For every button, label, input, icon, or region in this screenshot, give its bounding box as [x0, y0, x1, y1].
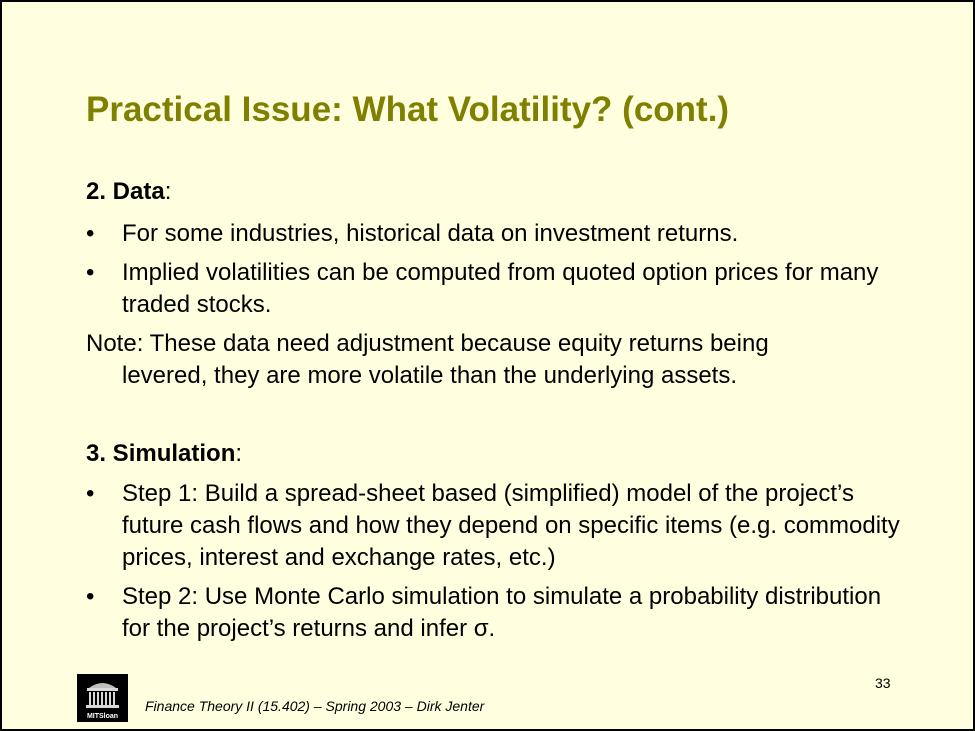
dome-building-icon: MITSloan	[77, 674, 128, 722]
mit-sloan-logo: MITSloan	[77, 674, 128, 722]
note: Note: These data need adjustment because…	[86, 328, 886, 392]
section-3-colon: :	[235, 440, 243, 467]
bullet-text: For some industries, historical data on …	[122, 220, 739, 247]
bullet-text: Step 1: Build a spread-sheet based (simp…	[122, 480, 900, 571]
logo-text: MITSloan	[87, 713, 118, 720]
slide-footer: Finance Theory II (15.402) – Spring 2003…	[145, 698, 485, 714]
section-2-heading: 2. Data:	[86, 176, 171, 208]
bullet-icon: •	[86, 220, 95, 247]
note-line-1: Note: These data need adjustment because…	[86, 330, 769, 357]
section-3-heading: 3. Simulation:	[86, 438, 242, 470]
bullet-icon: •	[86, 480, 95, 507]
bullet-text: Implied volatilities can be computed fro…	[122, 259, 879, 318]
page-number: 33	[875, 675, 891, 691]
bullet-icon: •	[86, 259, 95, 286]
section-3-heading-text: 3. Simulation	[86, 440, 236, 467]
section-2-colon: :	[164, 178, 172, 205]
section-2-heading-text: 2. Data	[86, 178, 165, 205]
note-line-2: levered, they are more volatile than the…	[122, 362, 738, 389]
slide-title: Practical Issue: What Volatility? (cont.…	[86, 90, 730, 129]
bullet-text: Step 2: Use Monte Carlo simulation to si…	[122, 583, 882, 642]
bullet-icon: •	[86, 583, 95, 610]
